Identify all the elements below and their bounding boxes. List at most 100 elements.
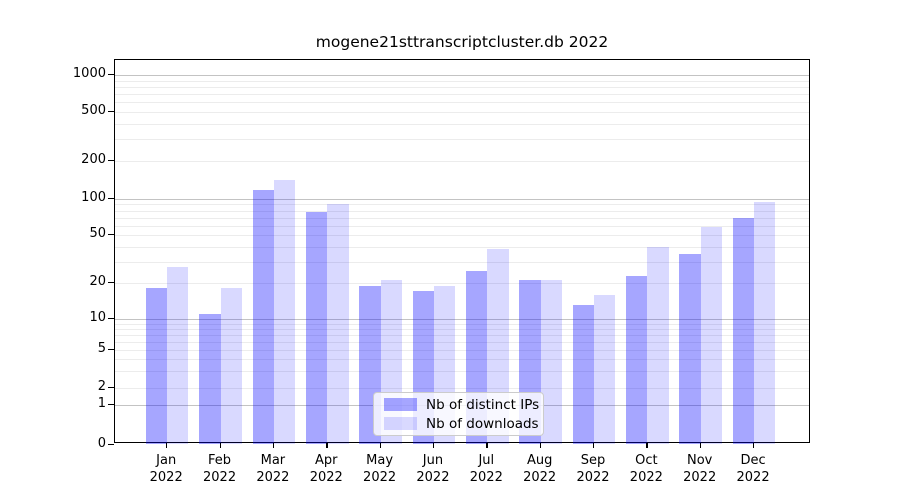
bar-downloads-apr bbox=[327, 203, 349, 444]
gridline-minor bbox=[115, 139, 809, 141]
bar-ips-mar bbox=[252, 190, 274, 444]
y-tick-mark bbox=[108, 74, 114, 76]
y-tick-mark bbox=[108, 198, 114, 200]
x-tick-mark bbox=[486, 443, 488, 448]
y-tick-mark bbox=[108, 318, 114, 320]
x-tick-label-jun: Jun 2022 bbox=[416, 453, 450, 485]
gridline-minor bbox=[115, 161, 809, 162]
y-tick-label: 20 bbox=[89, 274, 106, 289]
gridline-minor bbox=[115, 112, 809, 113]
x-tick-mark bbox=[646, 443, 648, 448]
x-tick-mark bbox=[432, 443, 435, 448]
y-tick-mark bbox=[108, 404, 114, 406]
plot-area bbox=[114, 59, 810, 444]
x-tick-label-aug: Aug 2022 bbox=[523, 453, 557, 485]
bar-ips-jan bbox=[145, 288, 168, 444]
y-tick-label: 200 bbox=[81, 152, 106, 167]
y-tick-mark bbox=[108, 387, 114, 389]
y-tick-label: 1 bbox=[97, 396, 106, 411]
gridline-minor bbox=[115, 371, 809, 373]
bar-ips-dec bbox=[732, 217, 755, 444]
gridline-minor bbox=[115, 323, 809, 325]
x-tick-mark bbox=[219, 443, 221, 448]
gridline-minor bbox=[115, 86, 809, 88]
bar-downloads-oct bbox=[647, 246, 669, 444]
y-tick-label: 50 bbox=[89, 226, 106, 241]
gridline-major bbox=[115, 199, 809, 200]
bar-downloads-dec bbox=[754, 201, 776, 444]
x-tick-mark bbox=[326, 443, 328, 448]
bar-ips-sep bbox=[572, 305, 594, 444]
gridline-minor bbox=[115, 283, 809, 284]
x-tick-label-jan: Jan 2022 bbox=[149, 453, 183, 485]
y-tick-label: 500 bbox=[81, 103, 106, 118]
legend-item-distinct-ips: Nb of distinct IPs bbox=[374, 397, 543, 413]
gridline-minor bbox=[115, 217, 809, 219]
y-tick-label: 100 bbox=[81, 190, 106, 205]
bar-ips-oct bbox=[626, 275, 648, 444]
y-tick-mark bbox=[108, 282, 114, 284]
x-tick-mark bbox=[379, 443, 381, 448]
x-tick-label-oct: Oct 2022 bbox=[629, 453, 663, 485]
gridline-minor bbox=[115, 341, 809, 343]
legend-item-downloads: Nb of downloads bbox=[374, 416, 543, 432]
gridline-minor bbox=[115, 80, 809, 82]
x-tick-label-nov: Nov 2022 bbox=[683, 453, 717, 485]
bar-downloads-nov bbox=[700, 227, 722, 444]
x-tick-label-apr: Apr 2022 bbox=[309, 453, 343, 485]
x-tick-mark bbox=[699, 443, 701, 448]
y-tick-mark bbox=[108, 444, 114, 446]
y-tick-label: 5 bbox=[97, 341, 106, 356]
gridline-minor bbox=[115, 261, 809, 263]
bar-downloads-aug bbox=[540, 280, 562, 444]
y-tick-label: 10 bbox=[89, 310, 106, 325]
gridline-minor bbox=[115, 102, 809, 104]
gridline-minor bbox=[115, 350, 809, 351]
x-tick-label-mar: Mar 2022 bbox=[256, 453, 290, 485]
x-tick-label-jul: Jul 2022 bbox=[469, 453, 503, 485]
x-tick-mark bbox=[166, 443, 168, 448]
bar-ips-apr bbox=[305, 211, 328, 444]
gridline-minor bbox=[115, 204, 809, 206]
bar-downloads-mar bbox=[273, 179, 296, 444]
y-tick-label: 0 bbox=[97, 436, 106, 451]
gridline-minor bbox=[115, 235, 809, 236]
gridline-minor bbox=[115, 123, 809, 125]
gridline-minor bbox=[115, 210, 809, 212]
x-tick-label-may: May 2022 bbox=[363, 453, 397, 485]
legend-label-distinct-ips: Nb of distinct IPs bbox=[426, 396, 540, 413]
legend-swatch-distinct-ips bbox=[384, 398, 417, 411]
y-tick-label: 1000 bbox=[72, 66, 106, 81]
bar-ips-nov bbox=[679, 253, 701, 444]
gridline-minor bbox=[115, 246, 809, 248]
legend: Nb of distinct IPs Nb of downloads bbox=[373, 392, 544, 436]
y-tick-mark bbox=[108, 160, 114, 162]
bar-downloads-sep bbox=[594, 294, 616, 444]
y-tick-mark bbox=[108, 349, 114, 351]
gridline-minor bbox=[115, 328, 809, 330]
gridline-minor bbox=[115, 94, 809, 96]
bar-downloads-feb bbox=[220, 288, 242, 444]
x-tick-label-sep: Sep 2022 bbox=[576, 453, 610, 485]
gridline-major bbox=[115, 75, 809, 76]
y-tick-label: 2 bbox=[97, 379, 106, 394]
legend-label-downloads: Nb of downloads bbox=[426, 415, 539, 432]
bar-ips-feb bbox=[199, 314, 221, 444]
y-tick-mark bbox=[108, 234, 114, 236]
gridline-minor bbox=[115, 334, 809, 336]
y-tick-mark bbox=[108, 111, 114, 113]
bar-downloads-jan bbox=[167, 267, 189, 444]
x-tick-mark bbox=[753, 443, 755, 448]
legend-swatch-downloads bbox=[384, 417, 417, 430]
gridline-minor bbox=[115, 359, 809, 361]
chart-title: mogene21sttranscriptcluster.db 2022 bbox=[315, 33, 609, 51]
x-tick-label-feb: Feb 2022 bbox=[203, 453, 237, 485]
x-tick-mark bbox=[272, 443, 275, 448]
x-tick-label-dec: Dec 2022 bbox=[736, 453, 770, 485]
gridline-minor bbox=[115, 388, 809, 389]
x-tick-mark bbox=[593, 443, 595, 448]
gridline-major bbox=[115, 319, 809, 320]
x-tick-mark bbox=[539, 443, 541, 448]
gridline-minor bbox=[115, 225, 809, 227]
